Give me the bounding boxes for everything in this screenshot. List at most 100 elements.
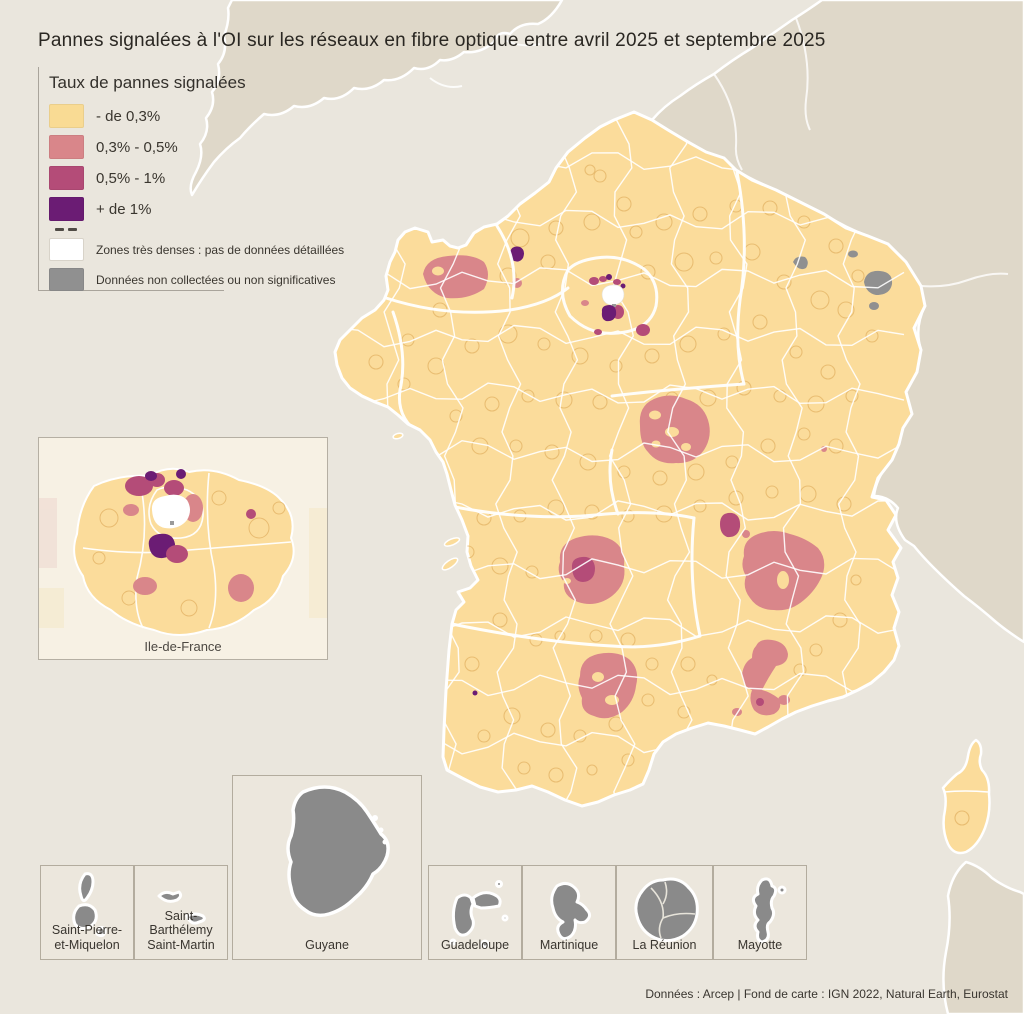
epci-outline bbox=[828, 238, 844, 254]
territory-label: La Réunion bbox=[632, 937, 697, 952]
corsica bbox=[941, 738, 991, 855]
legend-swatch-dense-zones bbox=[49, 238, 84, 261]
epci-outline bbox=[693, 499, 707, 513]
legend-item-03-05: 0,3% - 0,5% bbox=[49, 135, 379, 159]
epci-outline bbox=[837, 301, 855, 319]
saint-barthelemy-saint-martin-map bbox=[157, 890, 206, 925]
epci-outline bbox=[699, 389, 717, 407]
attribution-text: Données : Arcep | Fond de carte : IGN 20… bbox=[645, 987, 1008, 1001]
epci-outline bbox=[760, 438, 776, 454]
epci-outline bbox=[477, 729, 491, 743]
epci-outline bbox=[540, 722, 556, 738]
territory-box-guadeloupe: Guadeloupe bbox=[428, 865, 522, 960]
epci-outline bbox=[517, 761, 531, 775]
martinique-map bbox=[550, 881, 592, 941]
territory-label: Guyane bbox=[305, 937, 349, 952]
epci-outline bbox=[674, 252, 694, 272]
legend-item-over-1: + de 1% bbox=[49, 197, 379, 221]
epci-outline bbox=[616, 196, 632, 212]
territory-label: Saint-Pierre- et-Miquelon bbox=[51, 923, 123, 952]
mayotte-map bbox=[751, 877, 787, 944]
territory-box-martinique: Martinique bbox=[522, 865, 616, 960]
epci-outline bbox=[584, 164, 596, 176]
department-border-line bbox=[335, 382, 905, 406]
legend-item-no-data: Données non collectées ou non significat… bbox=[49, 268, 379, 291]
sardinia-landmass bbox=[942, 860, 1024, 1014]
region-borders-group bbox=[384, 170, 746, 649]
paris-south-purple-zone bbox=[601, 305, 617, 322]
epci-outline bbox=[555, 391, 573, 409]
paris-white-zone bbox=[601, 284, 625, 306]
guadeloupe-map bbox=[449, 880, 509, 949]
epci-outline bbox=[521, 389, 535, 403]
england-estuary-lines bbox=[429, 39, 541, 88]
epci-outline bbox=[609, 359, 623, 373]
epci-outline bbox=[525, 565, 539, 579]
territory-label: Saint-Barthélemy Saint-Martin bbox=[147, 908, 215, 952]
legend-title: Taux de pannes signalées bbox=[49, 73, 246, 92]
epci-outline bbox=[655, 213, 673, 231]
territory-box-la-reunion: La Réunion bbox=[616, 865, 713, 960]
epci-outline bbox=[645, 657, 659, 671]
epci-outline bbox=[851, 269, 865, 283]
epci-outline bbox=[548, 767, 564, 783]
department-border-line bbox=[723, 112, 749, 806]
epci-outline bbox=[809, 643, 823, 657]
territory-box-saint-barthelemy-saint-martin: Saint-Barthélemy Saint-Martin bbox=[134, 865, 228, 960]
territory-box-saint-pierre-et-miquelon: Saint-Pierre- et-Miquelon bbox=[40, 865, 134, 960]
epci-outline bbox=[652, 470, 668, 486]
atlantic-islands bbox=[392, 432, 461, 571]
epci-outline bbox=[589, 629, 603, 643]
inset-department-borders bbox=[82, 472, 292, 629]
epci-outline bbox=[765, 485, 779, 499]
epci-outline bbox=[548, 220, 564, 236]
legend-item-dense-zones: Zones très denses : pas de données détai… bbox=[49, 238, 379, 261]
la-reunion-internal-borders bbox=[650, 881, 696, 939]
legend-item-05-1: 0,5% - 1% bbox=[49, 166, 379, 190]
epci-outline bbox=[544, 444, 560, 460]
epci-outline bbox=[677, 705, 691, 719]
epci-outline bbox=[725, 455, 739, 469]
la-reunion-map bbox=[634, 877, 699, 943]
epci-outline bbox=[464, 338, 480, 354]
territory-box-guyane: Guyane bbox=[232, 775, 422, 960]
epci-outline bbox=[709, 251, 723, 265]
epci-outline bbox=[679, 335, 697, 353]
guyane-map bbox=[286, 785, 390, 918]
guyane-coast-dots bbox=[372, 815, 388, 845]
epci-outline bbox=[789, 345, 803, 359]
epci-outline bbox=[752, 314, 768, 330]
department-border-line bbox=[666, 112, 693, 806]
epci-outline bbox=[797, 427, 811, 441]
legend-swatch-03-05 bbox=[49, 135, 84, 159]
epci-outline bbox=[621, 753, 635, 767]
epci-outline bbox=[484, 396, 500, 412]
epci-outlines-group bbox=[368, 164, 879, 783]
inset-ghost-neighbours bbox=[39, 498, 327, 628]
epci-outline bbox=[397, 377, 411, 391]
legend-swatch-05-1 bbox=[49, 166, 84, 190]
epci-outline bbox=[692, 206, 708, 222]
epci-outline bbox=[828, 438, 844, 454]
page-title: Pannes signalées à l'OI sur les réseaux … bbox=[38, 30, 826, 51]
epci-outline bbox=[687, 463, 705, 481]
epci-outline bbox=[617, 465, 631, 479]
department-border-line bbox=[335, 324, 905, 348]
ile-de-france-inset: Ile-de-France bbox=[38, 437, 328, 660]
epci-outline bbox=[680, 656, 696, 672]
department-border-line bbox=[495, 112, 522, 806]
epci-outline bbox=[583, 213, 601, 231]
epci-outline bbox=[449, 409, 463, 423]
legend-swatch-under-03 bbox=[49, 104, 84, 128]
england-landmass bbox=[189, 0, 564, 197]
epci-outline bbox=[593, 169, 607, 183]
epci-outline bbox=[832, 612, 848, 628]
legend-divider-dashes bbox=[55, 228, 379, 231]
epci-outline bbox=[644, 348, 660, 364]
department-border-line bbox=[781, 112, 807, 806]
epci-outline bbox=[368, 354, 384, 370]
epci-outline bbox=[810, 290, 830, 310]
legend: Taux de pannes signalées - de 0,3% 0,3% … bbox=[38, 67, 344, 291]
inset-label: Ile-de-France bbox=[144, 639, 222, 654]
